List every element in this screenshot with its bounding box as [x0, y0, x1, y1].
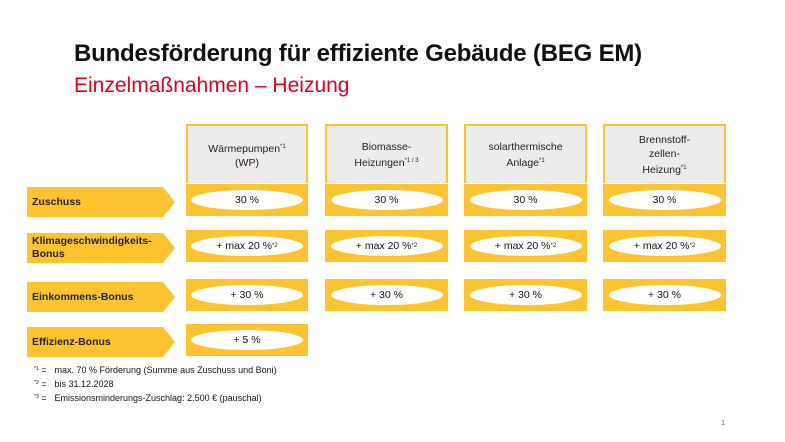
column-header-biomasse: Biomasse- Heizungen*1 / 3: [325, 124, 448, 183]
value-pill: 30 %: [191, 190, 303, 210]
footnote-marker: *2: [689, 243, 696, 249]
row-label-effizienz-bonus: Effizienz-Bonus: [27, 327, 175, 357]
value-text: + 30 %: [370, 289, 403, 301]
value-pill: 30 %: [469, 190, 582, 210]
value-pill: 30 %: [608, 190, 721, 210]
row-label-text: Effizienz-Bonus: [32, 335, 111, 348]
footnote-marker: *1: [280, 143, 286, 150]
row-label-text: Einkommens-Bonus: [32, 290, 134, 303]
footnote-equals: =: [41, 379, 47, 389]
column-header-text: Brennstoff-: [638, 133, 691, 146]
value-cell: + 30 %: [603, 279, 726, 311]
column-header-text: Heizung: [642, 163, 681, 176]
value-pill: + 30 %: [469, 285, 582, 305]
row-label-zuschuss: Zuschuss: [27, 187, 175, 217]
row-label-text: Zuschuss: [32, 195, 82, 208]
footnote-equals: =: [41, 365, 47, 375]
value-cell: 30 %: [603, 184, 726, 216]
column-header-text: zellen-: [649, 147, 680, 160]
value-cell: + max 20 % *2: [464, 230, 587, 262]
value-text: + max 20 %: [633, 240, 690, 252]
column-header-text: Heizungen: [354, 156, 405, 169]
value-pill: + 5 %: [191, 330, 303, 350]
footnote-marker: *2: [550, 243, 557, 249]
page-subtitle: Einzelmaßnahmen – Heizung: [74, 74, 350, 97]
value-text: 30 %: [652, 194, 677, 206]
column-header-text: Anlage: [506, 156, 540, 169]
footnote-text: bis 31.12.2028: [54, 379, 114, 389]
footnote-equals: =: [41, 393, 47, 403]
value-cell: 30 %: [325, 184, 448, 216]
value-text: + 30 %: [230, 289, 264, 301]
value-pill: 30 %: [330, 190, 443, 210]
value-text: 30 %: [374, 194, 399, 206]
value-pill: + 30 %: [191, 285, 303, 305]
column-header-solarthermie: solarthermische Anlage*1: [464, 124, 587, 183]
footnote-marker: *1: [539, 157, 545, 164]
footnote-item: *2 = bis 31.12.2028: [34, 377, 277, 391]
value-text: + max 20 %: [494, 240, 551, 252]
footnote-marker: *2: [34, 380, 39, 386]
value-text: + 5 %: [233, 334, 261, 346]
value-pill: + max 20 % *2: [330, 236, 443, 256]
column-header-text: solarthermische: [488, 140, 563, 153]
footnote-marker: *2: [272, 243, 278, 249]
page-number: 1: [721, 420, 725, 427]
footnote-marker: *1: [34, 366, 39, 372]
footnote-item: *1 = max. 70 % Förderung (Summe aus Zusc…: [34, 363, 277, 377]
row-label-einkommens-bonus: Einkommens-Bonus: [27, 282, 175, 312]
footnote-item: *3 = Emissionsminderungs-Zuschlag: 2.500…: [34, 391, 277, 405]
value-text: 30 %: [235, 194, 259, 206]
value-cell: 30 %: [186, 184, 308, 216]
footnote-marker: *1: [680, 164, 687, 171]
value-cell: + max 20 % *2: [603, 230, 726, 262]
footnote-marker: *2: [411, 243, 418, 249]
value-pill: + 30 %: [608, 285, 721, 305]
column-header-brennstoffzelle: Brennstoff-zellen- Heizung*1: [603, 124, 726, 183]
value-cell: 30 %: [464, 184, 587, 216]
value-text: + max 20 %: [216, 240, 273, 252]
footnote-text: max. 70 % Förderung (Summe aus Zuschuss …: [54, 365, 277, 375]
column-header-text: (WP): [235, 156, 259, 169]
value-text: 30 %: [513, 194, 538, 206]
column-header-text: Wärmepumpen: [208, 142, 281, 155]
value-cell: + 30 %: [464, 279, 587, 311]
value-text: + max 20 %: [355, 240, 412, 252]
value-pill: + 30 %: [330, 285, 443, 305]
column-header-waermepumpen: Wärmepumpen*1 (WP): [186, 124, 308, 183]
value-cell: + max 20 % *2: [186, 230, 308, 262]
footnote-marker: *3: [34, 394, 39, 400]
value-pill: + max 20 % *2: [191, 236, 303, 256]
row-label-klimageschwindigkeits-bonus: Klimageschwindigkeits-Bonus: [27, 233, 175, 263]
footnote-marker: *1 / 3: [404, 157, 419, 164]
footnote-text: Emissionsminderungs-Zuschlag: 2.500 € (p…: [54, 393, 262, 403]
page-title: Bundesförderung für effiziente Gebäude (…: [74, 40, 642, 67]
footnotes: *1 = max. 70 % Förderung (Summe aus Zusc…: [34, 363, 277, 405]
value-cell: + max 20 % *2: [325, 230, 448, 262]
value-cell: + 30 %: [325, 279, 448, 311]
value-cell: + 5 %: [186, 324, 308, 356]
row-label-text: Klimageschwindigkeits-Bonus: [32, 235, 152, 260]
value-cell: + 30 %: [186, 279, 308, 311]
column-header-text: Biomasse-: [361, 140, 412, 153]
value-pill: + max 20 % *2: [608, 236, 721, 256]
value-text: + 30 %: [509, 289, 542, 301]
value-text: + 30 %: [648, 289, 681, 301]
value-pill: + max 20 % *2: [469, 236, 582, 256]
